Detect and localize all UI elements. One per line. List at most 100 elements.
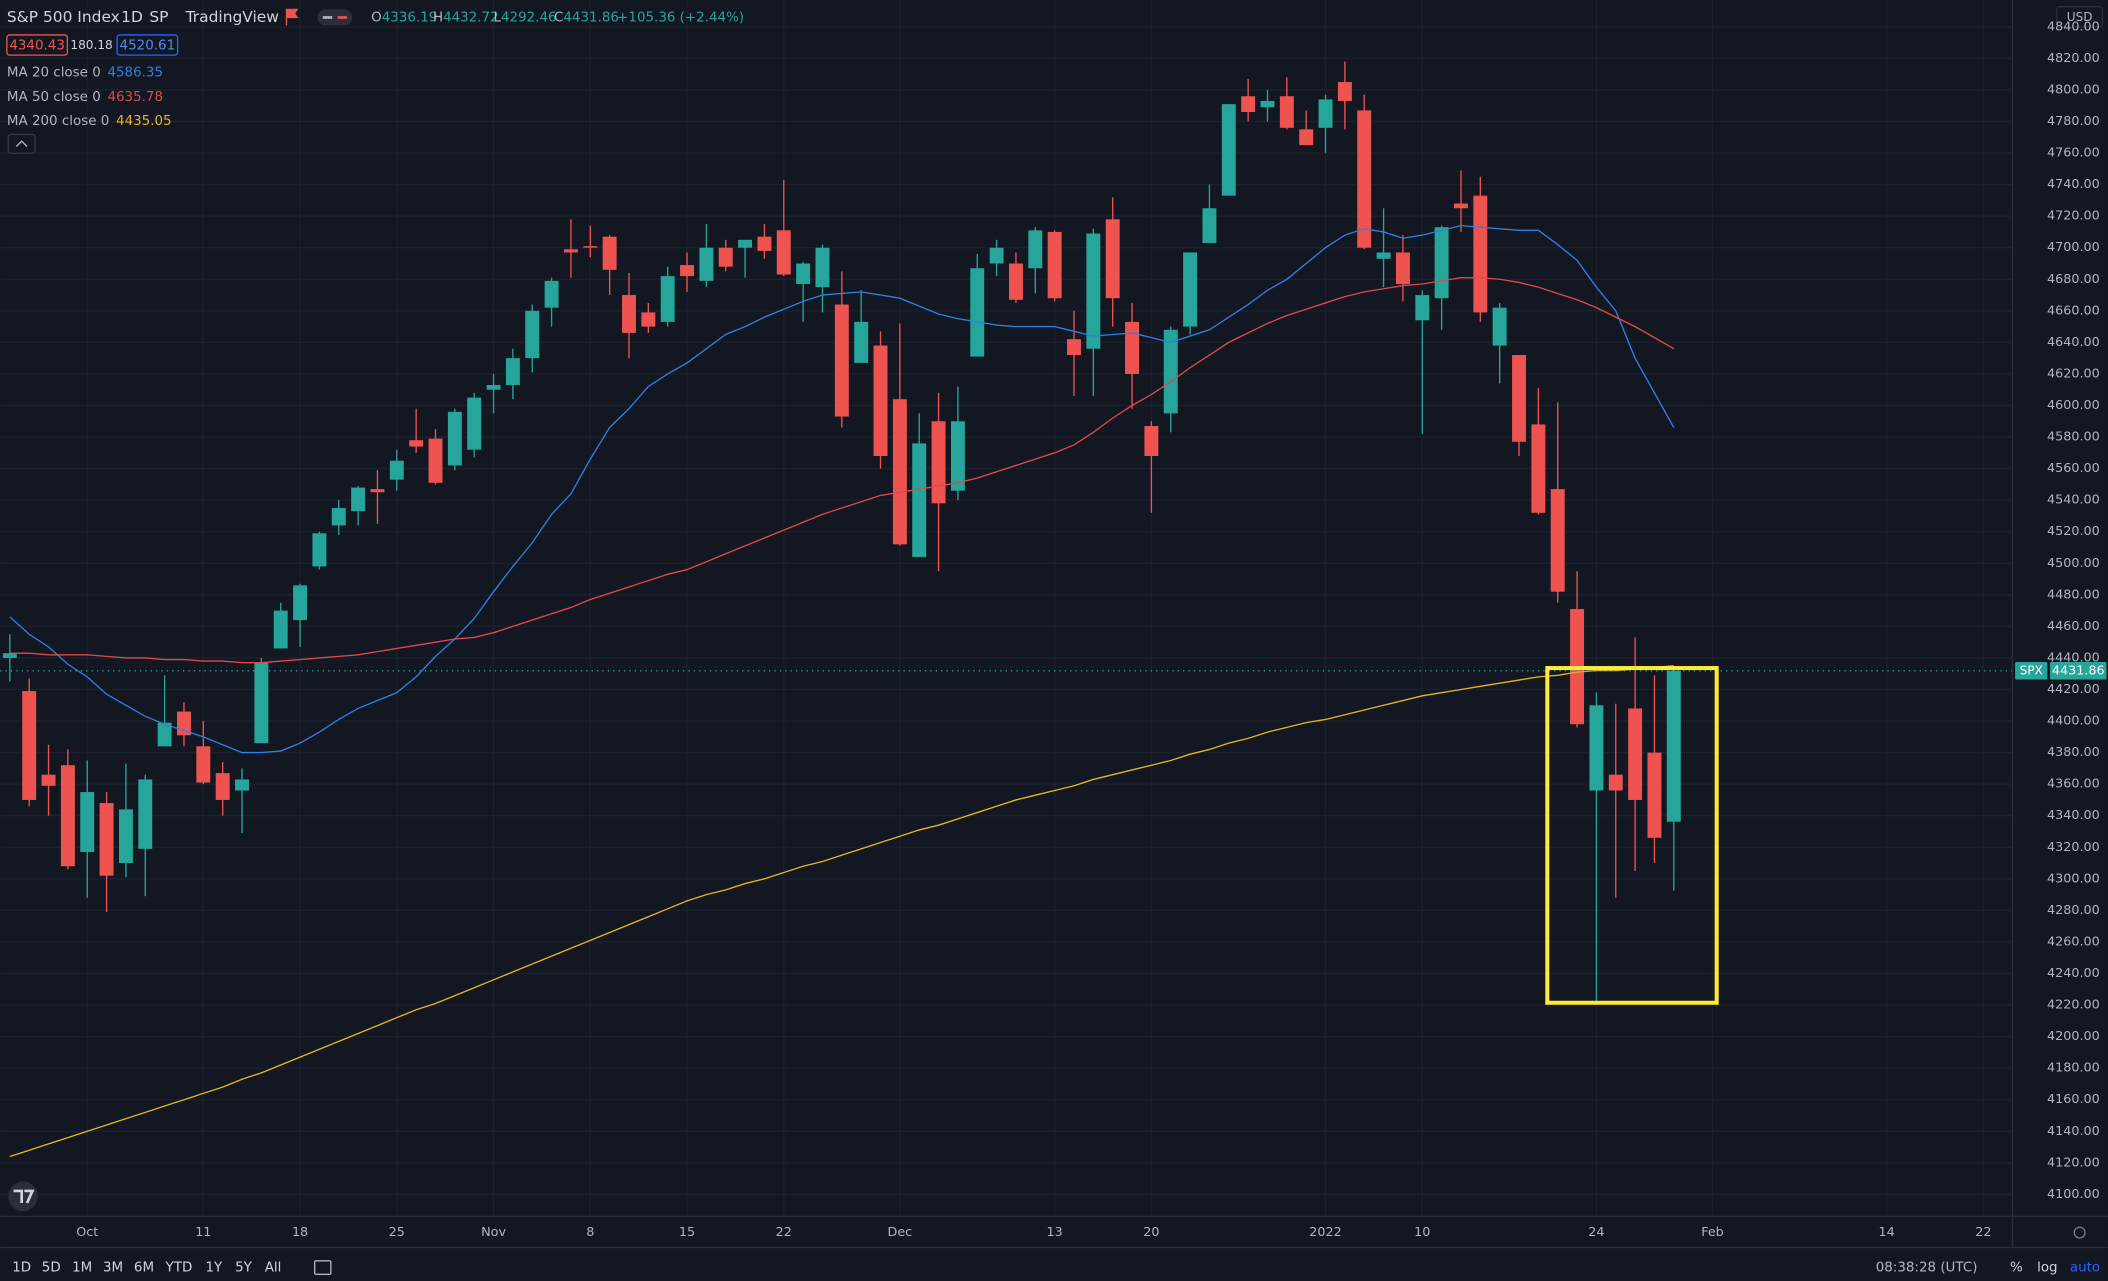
x-tick-label: 18 <box>292 1225 308 1240</box>
candle-body <box>854 321 869 363</box>
bid-box[interactable] <box>6 34 69 56</box>
toolbar: 1D 5D 1M 3M 6M YTD 1Y 5Y All% log auto <box>12 1261 2100 1276</box>
candle-body <box>525 310 540 359</box>
x-tick-label: 2022 <box>1309 1225 1341 1240</box>
y-tick-label: 4700.00 <box>2047 240 2100 255</box>
candle-body <box>602 236 617 270</box>
candle-body <box>583 246 598 248</box>
ask: 4520.61 <box>120 39 176 54</box>
candle-body <box>1376 252 1391 259</box>
y-tick-label: 4520.00 <box>2047 524 2100 539</box>
y-tick-label: 4180.00 <box>2047 1061 2100 1076</box>
candle-body <box>235 779 249 791</box>
last-price-box <box>2050 662 2107 680</box>
y-tick-label: 4540.00 <box>2047 493 2100 508</box>
y-tick-label: 4740.00 <box>2047 177 2100 192</box>
y-tick-label: 4580.00 <box>2047 430 2100 445</box>
candle-body <box>1202 208 1217 243</box>
ohlc-value: 4292.46 <box>501 10 557 25</box>
candle-body <box>622 295 636 333</box>
candle-body <box>157 722 172 747</box>
candle-body <box>1647 752 1662 838</box>
candle-body <box>1125 321 1140 374</box>
scale-button[interactable]: log <box>2037 1261 2057 1276</box>
candle-body <box>196 746 211 783</box>
ohlc-label: O <box>371 10 382 25</box>
last-price-label: 4431.86 <box>2052 663 2105 678</box>
candle-body <box>486 384 501 390</box>
ohlc-value: 4431.86 <box>563 10 619 25</box>
candle-body <box>1337 82 1352 101</box>
candle-body <box>1105 219 1120 299</box>
candle-body <box>1550 489 1565 592</box>
range-button[interactable]: 5Y <box>235 1261 253 1276</box>
y-tick-label: 4420.00 <box>2047 682 2100 697</box>
ask-box[interactable] <box>116 34 179 56</box>
y-tick-label: 4120.00 <box>2047 1155 2100 1170</box>
scale-button[interactable]: % <box>2010 1261 2023 1276</box>
candle-body <box>273 610 288 649</box>
candle-body <box>118 809 133 864</box>
range-button[interactable]: 6M <box>134 1261 154 1276</box>
collapse-icon <box>15 140 28 147</box>
y-tick-label: 4500.00 <box>2047 556 2100 571</box>
candle-body <box>1589 705 1604 791</box>
y-tick-label: 4240.00 <box>2047 966 2100 981</box>
flag-icon[interactable] <box>285 8 299 26</box>
range-button[interactable]: YTD <box>165 1261 193 1276</box>
candle-body <box>1260 100 1275 108</box>
date-range-icon[interactable] <box>314 1260 332 1275</box>
range-button[interactable]: 5D <box>42 1261 61 1276</box>
candle-body <box>1299 129 1314 146</box>
y-tick-label: 4280.00 <box>2047 903 2100 918</box>
candle-body <box>351 487 366 512</box>
candle-body <box>41 774 56 786</box>
y-tick-label: 4460.00 <box>2047 619 2100 634</box>
legend-entry: MA 50 close 0 4635.78 <box>7 90 163 105</box>
legend-entry: MA 20 close 0 4586.35 <box>7 66 163 81</box>
ohlc-label: L <box>493 10 501 25</box>
y-tick-label: 4380.00 <box>2047 745 2100 760</box>
ma-line <box>9 665 1674 1158</box>
candle-body <box>1434 227 1449 299</box>
currency-button[interactable] <box>2056 6 2104 28</box>
ohlc-close: C4431.86 <box>554 10 619 25</box>
y-tick-label: 4720.00 <box>2047 209 2100 224</box>
legend-name: MA 50 close 0 <box>7 90 101 105</box>
candle-body <box>1473 195 1488 313</box>
y-tick-label: 4640.00 <box>2047 335 2100 350</box>
range-button[interactable]: All <box>265 1261 282 1276</box>
toggle-icon-bar <box>322 16 333 19</box>
candle-body <box>1241 96 1256 113</box>
scale-button[interactable]: auto <box>2070 1261 2100 1276</box>
candle-body <box>2 653 17 658</box>
candle-body <box>544 280 559 308</box>
y-tick-label: 4480.00 <box>2047 587 2100 602</box>
range-button[interactable]: 1Y <box>206 1261 224 1276</box>
candle-body <box>1454 203 1468 209</box>
candle-body <box>389 460 404 480</box>
interval: 1D <box>121 8 143 26</box>
candle-body <box>1318 99 1333 128</box>
ma-line <box>9 224 1675 754</box>
candle-body <box>912 443 927 557</box>
range-button[interactable]: 1D <box>12 1261 31 1276</box>
y-tick-label: 4300.00 <box>2047 871 2100 886</box>
legend-value: 4435.05 <box>116 114 172 129</box>
range-button[interactable]: 1M <box>72 1261 92 1276</box>
toggle-icon[interactable] <box>317 9 353 26</box>
candle-body <box>428 438 443 483</box>
candle-body <box>834 304 849 417</box>
candle-body <box>641 312 656 327</box>
highlight-box <box>1545 666 1719 1005</box>
candle-body <box>1047 231 1062 299</box>
plot-area <box>0 61 2013 1158</box>
candle-body <box>1008 263 1023 300</box>
y-tick-label: 4680.00 <box>2047 272 2100 287</box>
settings-button[interactable] <box>2073 1226 2086 1239</box>
collapse-button[interactable] <box>7 133 36 154</box>
range-button[interactable]: 3M <box>103 1261 123 1276</box>
x-tick-label: 15 <box>679 1225 695 1240</box>
x-tick-label: 22 <box>1975 1225 1991 1240</box>
